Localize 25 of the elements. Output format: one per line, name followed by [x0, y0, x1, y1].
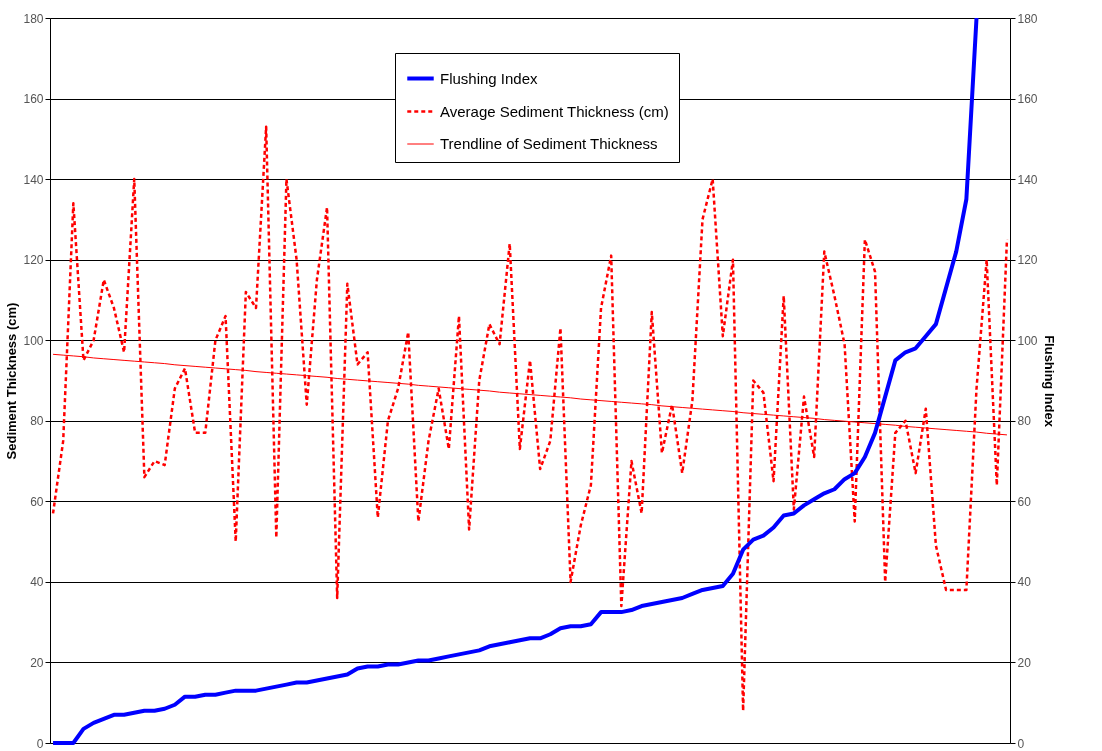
y2-tick-label: 140: [1017, 172, 1038, 187]
y-tick-label: 180: [23, 11, 44, 26]
y2-tick-label: 120: [1017, 253, 1038, 268]
legend-label: Average Sediment Thickness (cm): [440, 102, 669, 120]
y-tick-label: 120: [23, 253, 44, 268]
legend-label: Trendline of Sediment Thickness: [440, 135, 658, 152]
y-tick-label: 160: [23, 92, 44, 107]
y-tick-label: 100: [23, 333, 44, 348]
y-tick-label: 60: [30, 494, 44, 509]
y2-tick-label: 80: [1017, 414, 1032, 429]
y-tick-label: 20: [30, 655, 44, 670]
y-tick-label: 40: [30, 575, 44, 590]
y-tick-label: 80: [30, 414, 44, 429]
y2-axis-title: Flushing Index: [1041, 335, 1057, 428]
y-axis-title: Sediment Thickness (cm): [4, 302, 20, 460]
y2-tick-label: 100: [1017, 333, 1038, 348]
y-tick-label: 140: [23, 172, 44, 187]
y2-tick-label: 20: [1017, 655, 1032, 670]
legend-label: Flushing Index: [440, 69, 539, 87]
y2-tick-label: 180: [1017, 11, 1038, 26]
y2-tick-label: 0: [1017, 736, 1025, 751]
y2-tick-label: 160: [1017, 92, 1038, 107]
y2-tick-label: 60: [1017, 494, 1032, 509]
y2-tick-label: 40: [1017, 575, 1032, 590]
y-tick-label: 0: [36, 736, 44, 751]
